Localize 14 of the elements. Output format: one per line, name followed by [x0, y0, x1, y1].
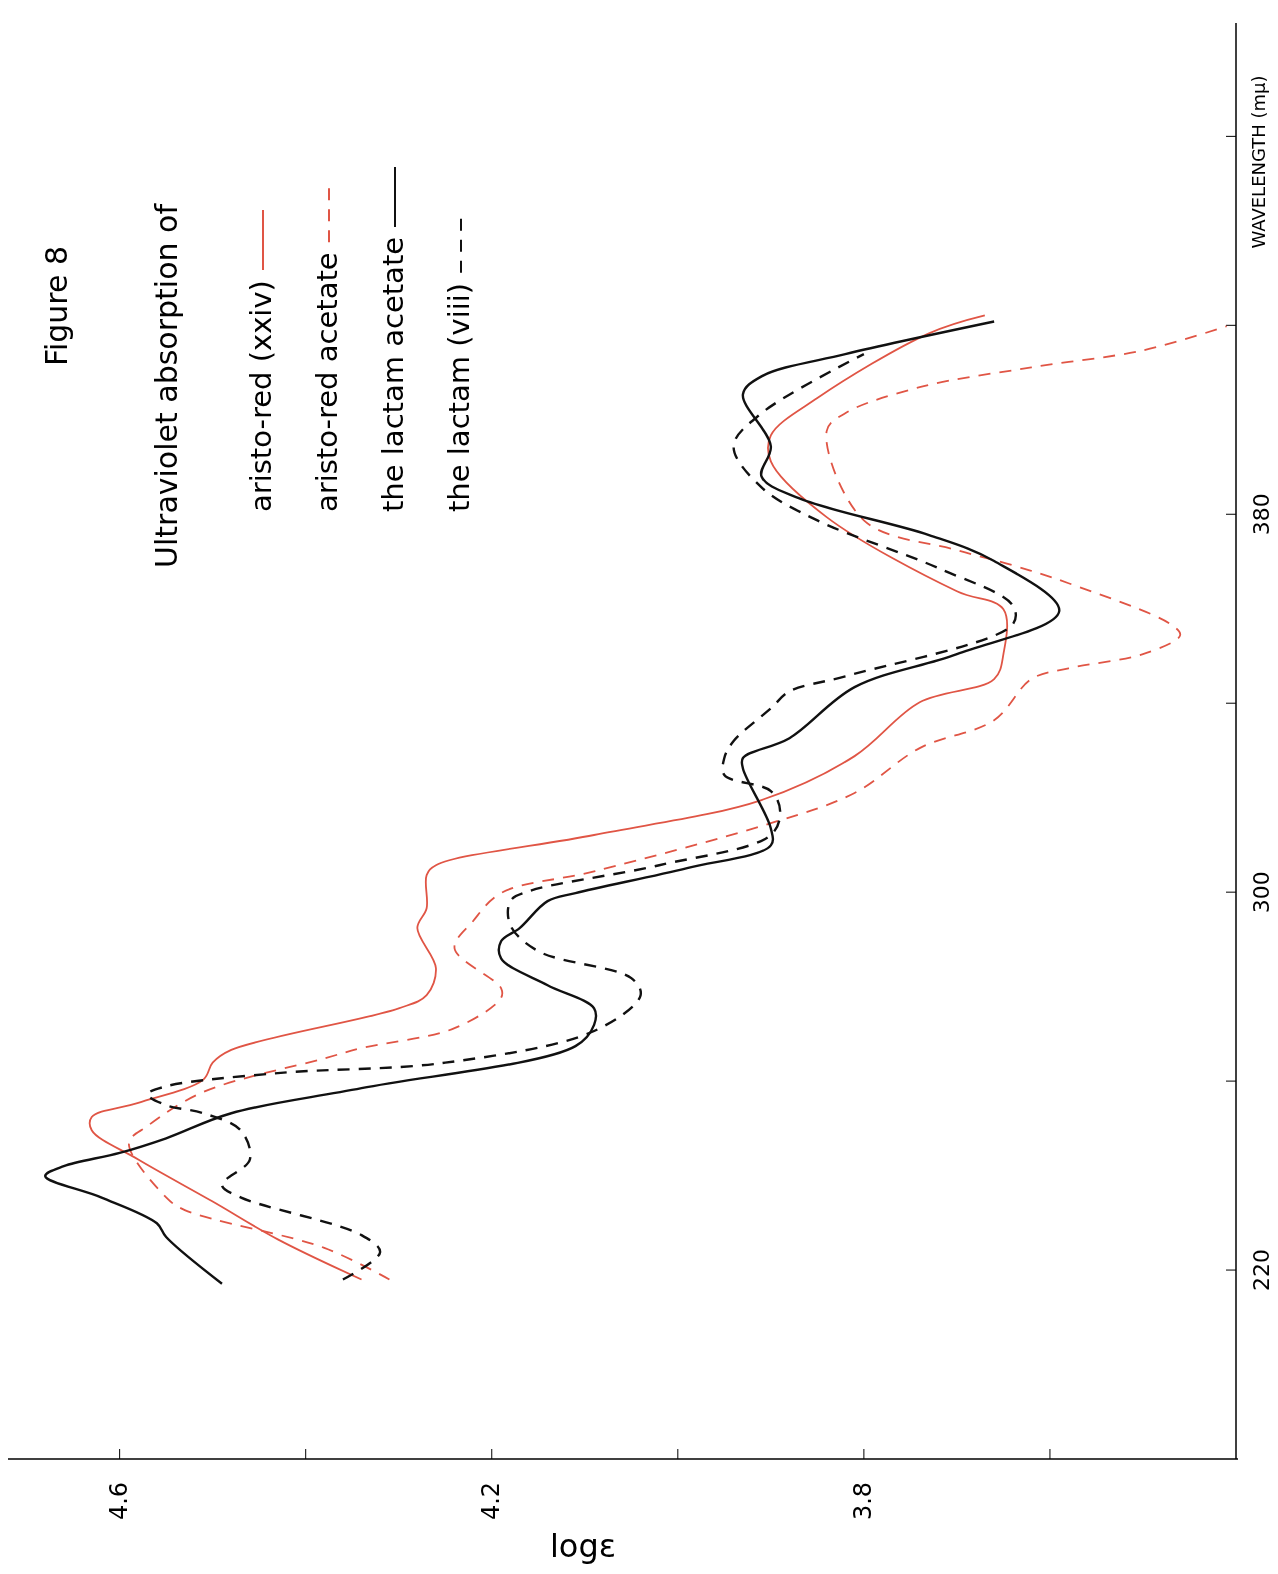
y-axis-title: WAVELENGTH (mμ)	[1248, 75, 1269, 249]
x-tick-label: 4.6	[104, 1481, 133, 1521]
x-tick-label: 3.8	[848, 1481, 877, 1521]
text: Figure 8	[38, 245, 74, 367]
y-tick-label: 300	[1249, 871, 1274, 914]
legend-label: the lactam acetate	[376, 236, 410, 512]
legend-label: aristo-red acetate	[310, 252, 344, 512]
y-tick-label: 380	[1249, 493, 1274, 536]
x-tick-label: 4.2	[476, 1481, 505, 1521]
x-axis-title: logε	[549, 1527, 617, 1565]
text: Ultraviolet absorption of	[148, 202, 184, 569]
legend-label: the lactam (viii)	[442, 282, 476, 512]
legend-label: aristo-red (xxiv)	[244, 280, 278, 512]
y-tick-label: 220	[1249, 1249, 1274, 1292]
